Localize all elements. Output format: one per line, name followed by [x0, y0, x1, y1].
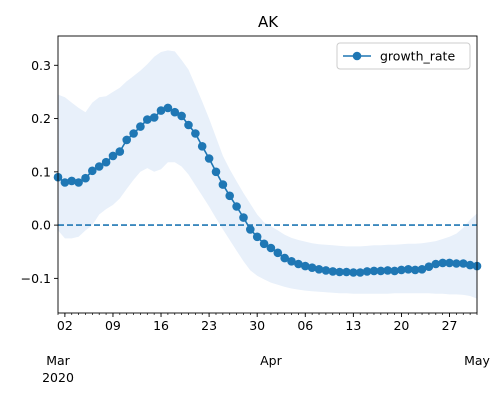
confidence-band: [58, 50, 477, 299]
data-point: [397, 265, 406, 275]
x-year-label: 2020: [42, 370, 74, 385]
data-point: [424, 262, 434, 272]
legend-marker: [352, 51, 362, 61]
data-point: [376, 266, 386, 276]
data-point: [211, 167, 221, 177]
legend-label: growth_rate: [380, 49, 455, 64]
data-point: [328, 267, 338, 276]
data-point: [156, 106, 166, 115]
data-point: [108, 151, 118, 161]
legend-box: [336, 42, 471, 70]
data-point: [259, 239, 269, 249]
y-tick-label: −0.1: [21, 271, 51, 286]
data-point: [280, 253, 290, 263]
data-point: [314, 265, 324, 274]
x-tick-label: 09: [105, 318, 121, 333]
x-tick-label: 02: [57, 318, 73, 333]
data-point: [88, 166, 97, 176]
data-point: [163, 103, 173, 113]
data-point: [81, 173, 90, 183]
data-point: [465, 260, 475, 270]
data-point: [136, 122, 145, 131]
plot-area: [53, 50, 482, 299]
y-tick-label: 0.0: [31, 218, 51, 233]
data-point: [239, 213, 248, 222]
data-point: [445, 258, 454, 268]
x-month-label: Apr: [260, 353, 282, 368]
data-point: [410, 265, 420, 275]
data-point: [307, 263, 317, 273]
data-point: [74, 178, 83, 187]
x-tick-label: 13: [345, 318, 361, 333]
x-tick-label: 23: [201, 318, 217, 333]
y-tick-label: 0.3: [31, 58, 51, 73]
data-point: [170, 107, 180, 117]
legend: growth_rate: [336, 42, 471, 70]
data-point: [60, 178, 70, 187]
data-point: [122, 135, 131, 145]
x-tick-label: 30: [249, 318, 265, 333]
data-point: [355, 268, 365, 277]
data-point: [177, 111, 186, 121]
data-point: [225, 191, 234, 201]
data-point: [218, 180, 228, 189]
data-point: [301, 261, 310, 271]
data-point: [273, 248, 283, 258]
data-point: [383, 266, 393, 275]
y-tick-label: 0.2: [31, 111, 51, 126]
data-point: [149, 113, 159, 122]
x-tick-label: 06: [297, 318, 313, 333]
data-point: [404, 265, 413, 274]
data-point: [266, 243, 276, 253]
data-point: [321, 266, 331, 275]
axes: −0.1 0.0 0.1 0.2 0.3 02 09 16 23 30 06 13 20 27 Mar 202…: [21, 35, 491, 385]
x-tick-label: 16: [153, 318, 169, 333]
data-point: [287, 257, 296, 266]
data-point: [191, 129, 200, 138]
data-point: [129, 129, 138, 138]
data-point: [390, 266, 399, 276]
data-point: [101, 157, 111, 167]
data-point: [452, 259, 461, 268]
data-point: [204, 154, 214, 163]
x-month-label: Mar: [46, 353, 70, 368]
data-point: [67, 176, 76, 186]
data-point: [184, 120, 193, 130]
data-point: [431, 259, 441, 269]
data-point: [438, 258, 448, 268]
data-point: [417, 265, 427, 274]
x-tick-label: 27: [442, 318, 458, 333]
data-point: [252, 232, 262, 242]
data-point: [232, 202, 241, 211]
x-tick-label: 20: [393, 318, 409, 333]
data-point: [246, 225, 255, 234]
data-point: [143, 115, 152, 124]
data-point: [197, 142, 207, 151]
axes-frame: [57, 35, 478, 314]
data-point: [342, 267, 351, 277]
data-point: [349, 268, 358, 277]
data-point: [369, 266, 379, 276]
chart-title: AK: [258, 13, 279, 31]
data-point: [362, 267, 372, 276]
data-point: [294, 259, 303, 269]
data-point: [94, 162, 104, 171]
data-point: [335, 267, 344, 277]
x-month-label: May: [464, 353, 490, 368]
y-tick-label: 0.1: [31, 164, 51, 179]
data-point: [459, 259, 468, 268]
data-point: [115, 147, 125, 156]
